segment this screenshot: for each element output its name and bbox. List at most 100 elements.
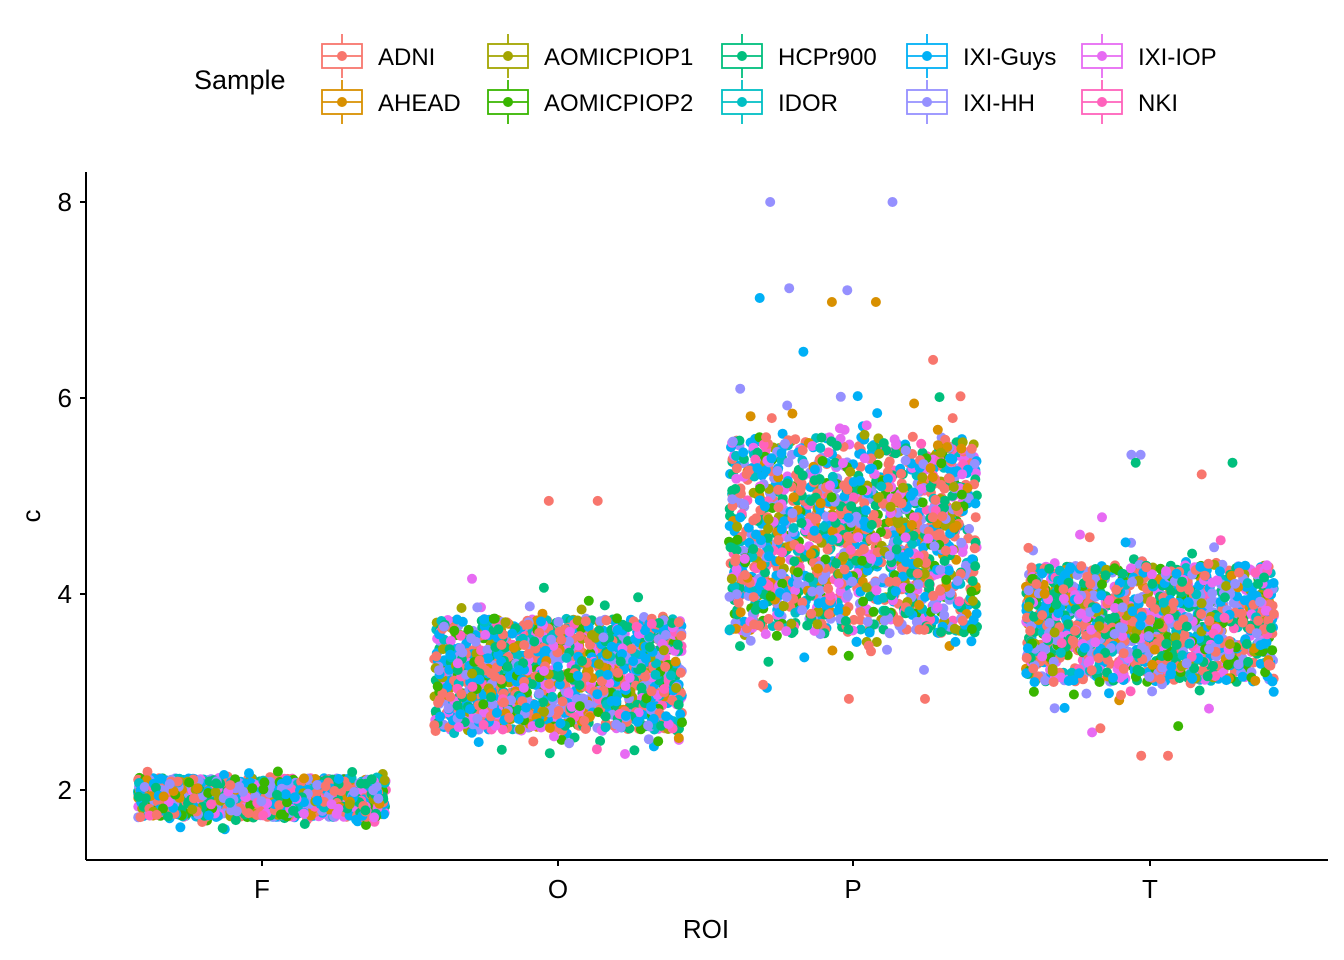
- point-IXI-Guys: [908, 487, 919, 498]
- point-ADNI: [766, 413, 777, 424]
- point-AOMICPIOP2: [361, 820, 371, 830]
- point-IXI-Guys: [756, 535, 766, 546]
- point-AOMICPIOP2: [858, 596, 869, 607]
- point-IXI-IOP: [564, 626, 575, 637]
- point-IXI-Guys: [813, 598, 824, 609]
- point-IXI-Guys: [514, 665, 524, 676]
- point-NKI: [794, 543, 805, 554]
- point-IXI-Guys: [864, 627, 875, 638]
- point-IXI-HH: [534, 688, 545, 699]
- point-AOMICPIOP2: [478, 699, 489, 710]
- point-ADNI: [523, 619, 533, 630]
- point-HCPr900: [366, 774, 377, 785]
- point-HCPr900: [217, 823, 228, 834]
- point-ADNI: [749, 619, 760, 630]
- point-HCPr900: [493, 624, 504, 635]
- point-AOMICPIOP2: [449, 625, 460, 636]
- point-ADNI: [936, 479, 947, 490]
- point-AHEAD: [508, 642, 519, 653]
- point-ADNI: [456, 689, 467, 700]
- point-ADNI: [601, 615, 612, 626]
- point-HCPr900: [804, 572, 815, 583]
- point-AOMICPIOP2: [158, 803, 168, 814]
- legend-label: IXI-HH: [963, 90, 1035, 117]
- point-AOMICPIOP2: [904, 583, 915, 594]
- point-IXI-IOP: [739, 553, 750, 564]
- point-IXI-HH: [952, 575, 963, 586]
- point-IXI-Guys: [968, 614, 979, 625]
- point-IXI-HH: [739, 499, 749, 510]
- legend-key-point: [1097, 51, 1107, 61]
- point-IXI-Guys: [465, 704, 475, 715]
- point-NKI: [631, 621, 642, 632]
- point-IXI-Guys: [491, 707, 502, 718]
- point-ADNI: [142, 766, 153, 777]
- point-IXI-Guys: [763, 551, 774, 562]
- point-IXI-Guys: [766, 453, 777, 464]
- point-ADNI: [806, 608, 817, 619]
- point-AOMICPIOP1: [845, 466, 856, 477]
- point-IXI-HH: [842, 590, 853, 601]
- point-IDOR: [725, 624, 735, 635]
- point-AHEAD: [815, 498, 826, 509]
- point-ADNI: [927, 512, 938, 523]
- point-AOMICPIOP1: [587, 630, 598, 640]
- point-AOMICPIOP2: [771, 630, 782, 641]
- point-AHEAD: [956, 443, 967, 454]
- point-IXI-Guys: [864, 464, 875, 475]
- point-ADNI: [243, 808, 254, 819]
- point-IXI-HH: [643, 720, 654, 731]
- point-IXI-HH: [434, 665, 444, 676]
- legend-item-ixi-hh: IXI-HH: [906, 80, 1035, 124]
- point-HCPr900: [360, 805, 371, 816]
- legend-item-ahead: AHEAD: [321, 80, 461, 124]
- point-IXI-HH: [546, 634, 557, 645]
- point-ADNI: [675, 667, 686, 678]
- point-IXI-Guys: [628, 656, 639, 667]
- point-IXI-Guys: [244, 768, 254, 779]
- point-IXI-Guys: [872, 408, 883, 419]
- point-ADNI: [863, 640, 874, 651]
- point-IXI-Guys: [675, 709, 686, 720]
- point-HCPr900: [544, 748, 555, 759]
- point-HCPr900: [299, 819, 310, 829]
- legend-key-point: [503, 97, 513, 107]
- point-AHEAD: [813, 563, 823, 574]
- point-AOMICPIOP2: [843, 650, 854, 661]
- point-ADNI: [740, 570, 750, 580]
- point-AOMICPIOP1: [778, 601, 789, 612]
- point-AOMICPIOP2: [868, 606, 879, 617]
- point-AOMICPIOP1: [658, 645, 669, 656]
- point-AHEAD: [788, 492, 799, 503]
- point-HCPr900: [796, 518, 807, 529]
- point-HCPr900: [150, 782, 161, 793]
- point-HCPr900: [163, 811, 173, 822]
- point-HCPr900: [831, 440, 842, 451]
- point-IXI-Guys: [947, 454, 958, 465]
- point-ADNI: [955, 391, 966, 402]
- point-NKI: [659, 684, 670, 694]
- point-IXI-HH: [660, 630, 671, 640]
- point-ADNI: [758, 679, 769, 690]
- point-NKI: [591, 744, 602, 755]
- legend-key-point: [922, 97, 932, 107]
- point-AOMICPIOP1: [456, 603, 467, 613]
- point-ADNI: [613, 667, 623, 678]
- point-IXI-HH: [798, 458, 809, 469]
- point-IXI-Guys: [1104, 688, 1114, 699]
- point-HCPr900: [633, 592, 644, 603]
- point-ADNI: [741, 469, 752, 480]
- point-IXI-HH: [727, 494, 738, 505]
- point-ADNI: [823, 609, 834, 620]
- point-IXI-Guys: [289, 792, 300, 803]
- point-AOMICPIOP2: [755, 483, 765, 494]
- point-HCPr900: [840, 616, 851, 627]
- point-ADNI: [892, 616, 903, 627]
- point-ADNI: [773, 484, 784, 495]
- point-IXI-Guys: [852, 391, 863, 402]
- point-AOMICPIOP2: [247, 783, 258, 794]
- point-IXI-HH: [639, 612, 649, 622]
- point-IXI-Guys: [851, 636, 862, 647]
- point-HCPr900: [725, 542, 736, 553]
